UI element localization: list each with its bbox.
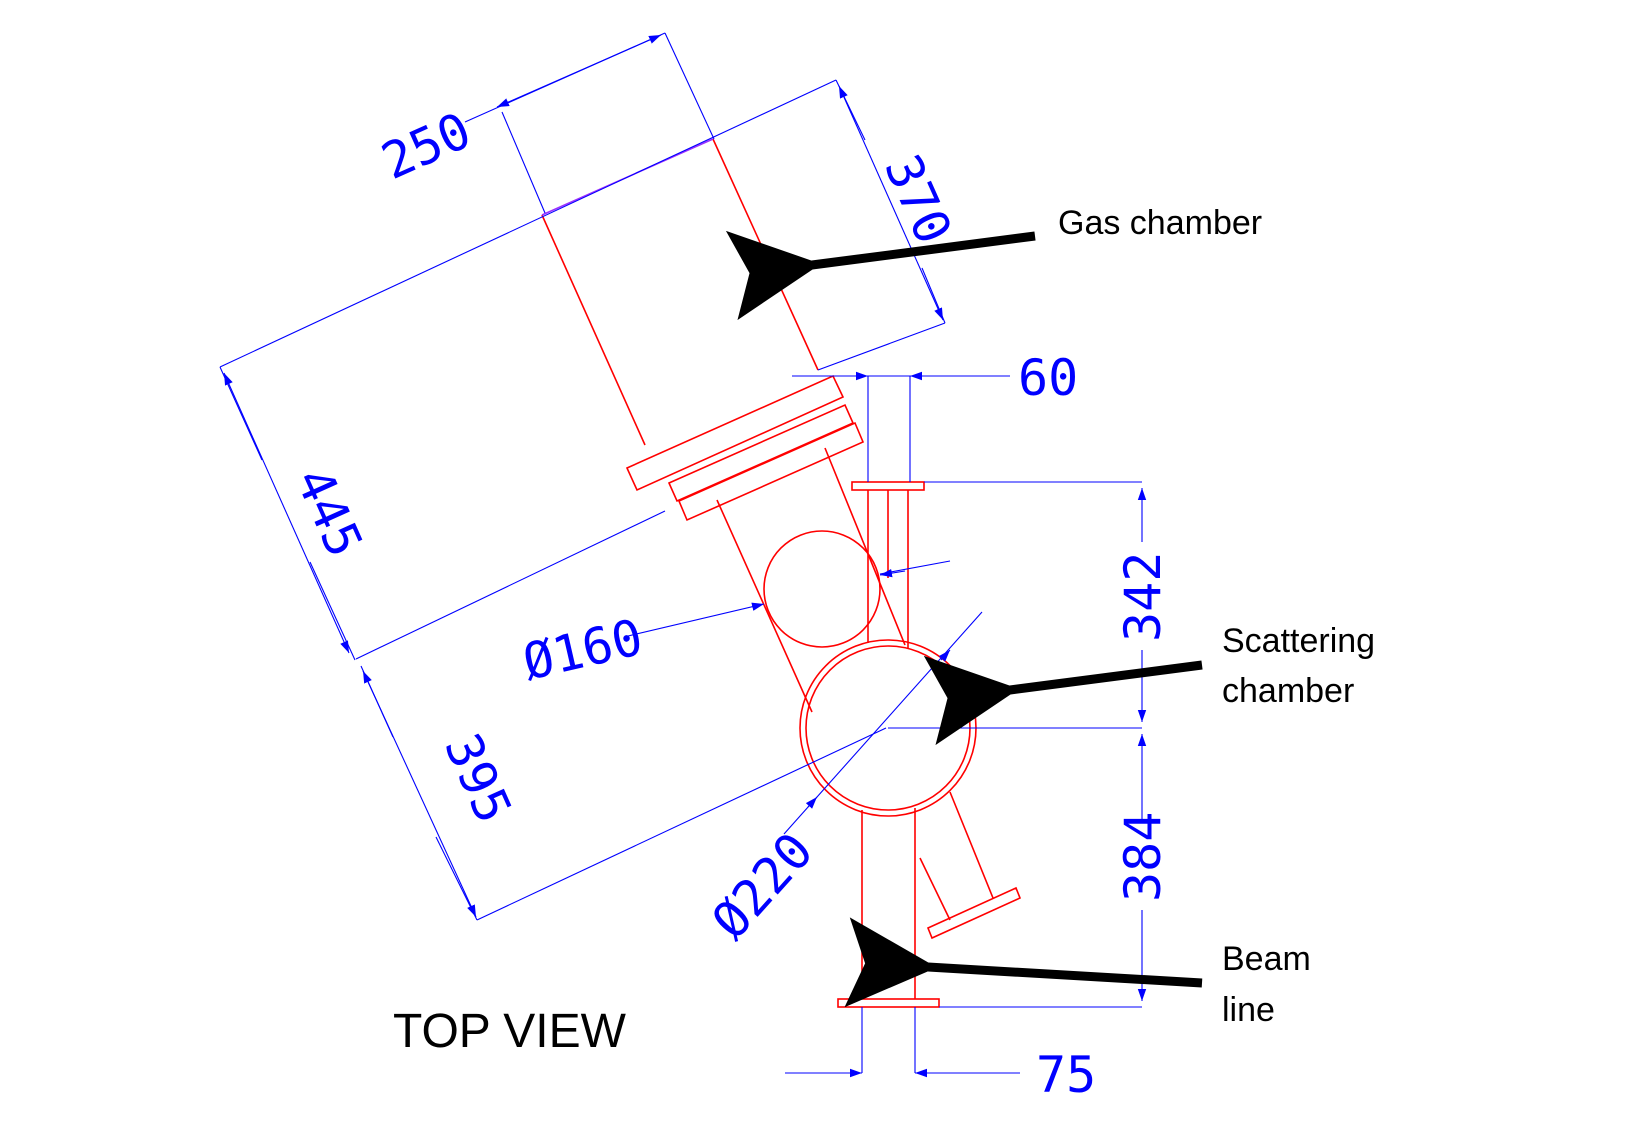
gas-chamber-body	[541, 138, 819, 446]
beam-line-label-line2: line	[1222, 991, 1275, 1029]
diagonal-tube	[716, 447, 906, 713]
dim-60: 60	[1018, 349, 1078, 407]
scattering-chamber-label-line2: chamber	[1222, 672, 1354, 710]
dim-384: 384	[1114, 812, 1172, 902]
dim-diameter-220: Ø220	[701, 822, 825, 950]
beam-line-label-line1: Beam	[1222, 940, 1311, 978]
dim-diameter-160: Ø160	[518, 608, 648, 692]
gas-chamber-flanges	[625, 374, 865, 522]
upper-beamline-tube	[851, 481, 925, 648]
gas-chamber-arrow	[725, 230, 1036, 321]
scattering-chamber-arrow	[923, 655, 1203, 746]
gas-chamber-label: Gas chamber	[1058, 204, 1262, 242]
dim-75: 75	[1036, 1046, 1096, 1104]
inlet-circle	[763, 530, 881, 648]
dim-342: 342	[1114, 552, 1172, 642]
scattering-chamber-label-line1: Scattering	[1222, 622, 1375, 660]
dimension-lines	[219, 32, 1147, 1078]
dim-250: 250	[373, 101, 479, 191]
dim-395: 395	[433, 725, 523, 831]
dim-370: 370	[873, 146, 963, 252]
outlet-tube	[919, 791, 1022, 940]
beam-line-arrow	[844, 917, 1203, 1008]
annotation-arrows	[725, 230, 1203, 1008]
view-title: TOP VIEW	[393, 1005, 627, 1058]
lower-beamline-tube	[837, 808, 940, 1008]
dim-445: 445	[284, 459, 374, 565]
